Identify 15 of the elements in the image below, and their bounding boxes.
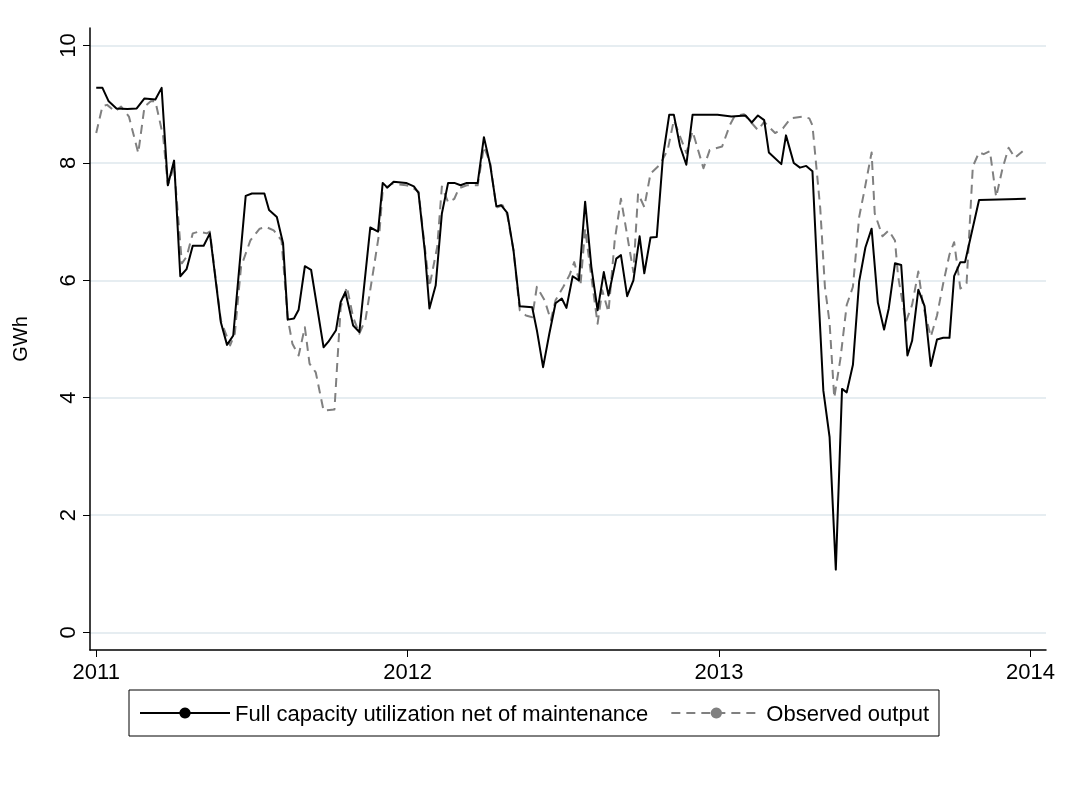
y-tick-label: 6 bbox=[54, 274, 80, 287]
x-tick-label: 2014 bbox=[1005, 658, 1055, 684]
x-tick-label: 2011 bbox=[72, 658, 120, 684]
x-tick-label: 2013 bbox=[694, 658, 744, 684]
legend-label: Full capacity utilization net of maintenance bbox=[235, 700, 649, 726]
y-tick-label: 8 bbox=[54, 156, 80, 170]
x-tick-label: 2012 bbox=[383, 658, 433, 684]
y-tick-label: 10 bbox=[54, 33, 80, 58]
y-axis-title: GWh bbox=[9, 316, 31, 362]
y-tick-label: 0 bbox=[54, 626, 80, 639]
y-tick-label: 2 bbox=[54, 508, 80, 522]
y-tick-label: 4 bbox=[54, 391, 80, 404]
legend-label: Observed output bbox=[766, 700, 930, 726]
line-series bbox=[95, 100, 1024, 412]
line-series bbox=[95, 86, 1027, 571]
